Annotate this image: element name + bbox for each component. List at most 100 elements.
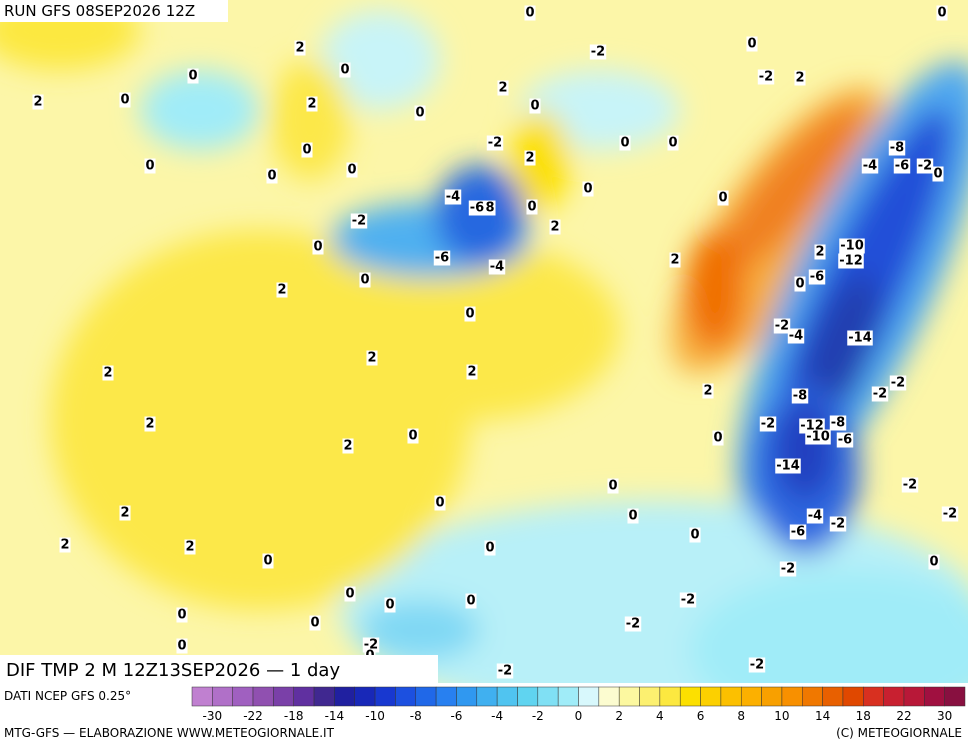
color-swatch — [191, 686, 213, 707]
label-box — [888, 140, 906, 156]
contour-label: 0 — [668, 136, 677, 151]
contour-label: 0 — [713, 431, 722, 446]
contour-label: 2 — [670, 253, 679, 268]
color-swatch — [476, 686, 498, 707]
label-box — [262, 553, 274, 569]
contour-label: 2 — [498, 81, 507, 96]
label-box — [144, 416, 156, 432]
label-box — [350, 213, 368, 229]
contour-label: -4 — [490, 260, 504, 275]
contour-label: 0 — [177, 608, 186, 623]
label-box — [407, 428, 419, 444]
label-box — [464, 306, 476, 322]
contour-label: 0 — [690, 528, 699, 543]
contour-label: 0 — [145, 159, 154, 174]
contour-label: 0 — [620, 136, 629, 151]
contour-label: 0 — [929, 555, 938, 570]
label-box — [679, 592, 697, 608]
color-swatch — [924, 686, 945, 707]
label-box — [433, 250, 451, 266]
legend-label: -2 — [532, 709, 544, 723]
color-swatch — [822, 686, 844, 707]
label-box — [339, 62, 351, 78]
label-box — [102, 365, 114, 381]
label-box — [301, 142, 313, 158]
legend-label: 18 — [856, 709, 871, 723]
contour-label: 0 — [466, 594, 475, 609]
contour-label: 2 — [703, 384, 712, 399]
label-box — [794, 276, 806, 292]
label-box — [119, 92, 131, 108]
contour-label: -10 — [840, 239, 864, 254]
contour-label: 0 — [583, 182, 592, 197]
legend-label: 6 — [697, 709, 705, 723]
contour-label: 0 — [933, 167, 942, 182]
contour-label: -6 — [810, 270, 824, 285]
label-box — [814, 244, 826, 260]
contour-label: 0 — [120, 93, 129, 108]
label-box — [359, 272, 371, 288]
source: DATI NCEP GFS 0.25° — [4, 689, 131, 703]
label-box — [838, 253, 864, 269]
label-box — [187, 68, 199, 84]
color-swatch — [659, 686, 681, 707]
label-box — [468, 200, 486, 216]
label-box — [702, 383, 714, 399]
legend-label: -4 — [491, 709, 503, 723]
contour-label: -8 — [793, 389, 807, 404]
label-box — [176, 607, 188, 623]
label-box — [384, 597, 396, 613]
contour-label: 0 — [485, 541, 494, 556]
color-swatch — [883, 686, 905, 707]
label-box — [779, 561, 797, 577]
label-box — [444, 189, 462, 205]
label-box — [791, 388, 809, 404]
color-swatch — [842, 686, 864, 707]
color-swatch — [740, 686, 762, 707]
color-swatch — [639, 686, 661, 707]
label-box — [916, 158, 934, 174]
contour-label: 0 — [267, 169, 276, 184]
contour-label: -2 — [873, 387, 887, 402]
label-box — [847, 330, 873, 346]
legend-label: 4 — [656, 709, 664, 723]
label-box — [524, 150, 536, 166]
contour-label: 0 — [525, 6, 534, 21]
contour-label: -6 — [838, 433, 852, 448]
label-box — [667, 135, 679, 151]
label-box — [59, 537, 71, 553]
label-box — [901, 477, 919, 493]
contour-label: -6 — [791, 525, 805, 540]
contour-label: -4 — [808, 509, 822, 524]
label-box — [497, 80, 509, 96]
color-swatch — [496, 686, 518, 707]
colorbar: -30 -22 -18 -14 -10 -8 -6 -4 -2 0 2 4 6 8 10 14 18 22 30 — [191, 686, 966, 723]
label-box — [717, 190, 729, 206]
label-box — [486, 135, 504, 151]
color-swatch — [273, 686, 294, 707]
contour-label: 0 — [718, 191, 727, 206]
contour-label: 0 — [435, 496, 444, 511]
contour-label: -2 — [918, 159, 932, 174]
label-box — [119, 505, 131, 521]
color-swatch — [415, 686, 437, 707]
contour-label: 0 — [313, 240, 322, 255]
legend-label: 14 — [815, 709, 830, 723]
label-box — [496, 663, 514, 679]
contour-label: 0 — [465, 307, 474, 322]
label-box — [627, 508, 639, 524]
color-swatch — [781, 686, 803, 707]
label-box — [669, 252, 681, 268]
label-box — [836, 432, 854, 448]
label-box — [775, 458, 801, 474]
header-box — [0, 0, 228, 22]
label-box — [928, 554, 940, 570]
contour-label: 0 — [310, 616, 319, 631]
label-box — [414, 105, 426, 121]
contour-label: 0 — [340, 63, 349, 78]
contour-label: 2 — [795, 71, 804, 86]
contour-label: 0 — [177, 639, 186, 654]
label-box — [266, 168, 278, 184]
contour-label: 0 — [188, 69, 197, 84]
